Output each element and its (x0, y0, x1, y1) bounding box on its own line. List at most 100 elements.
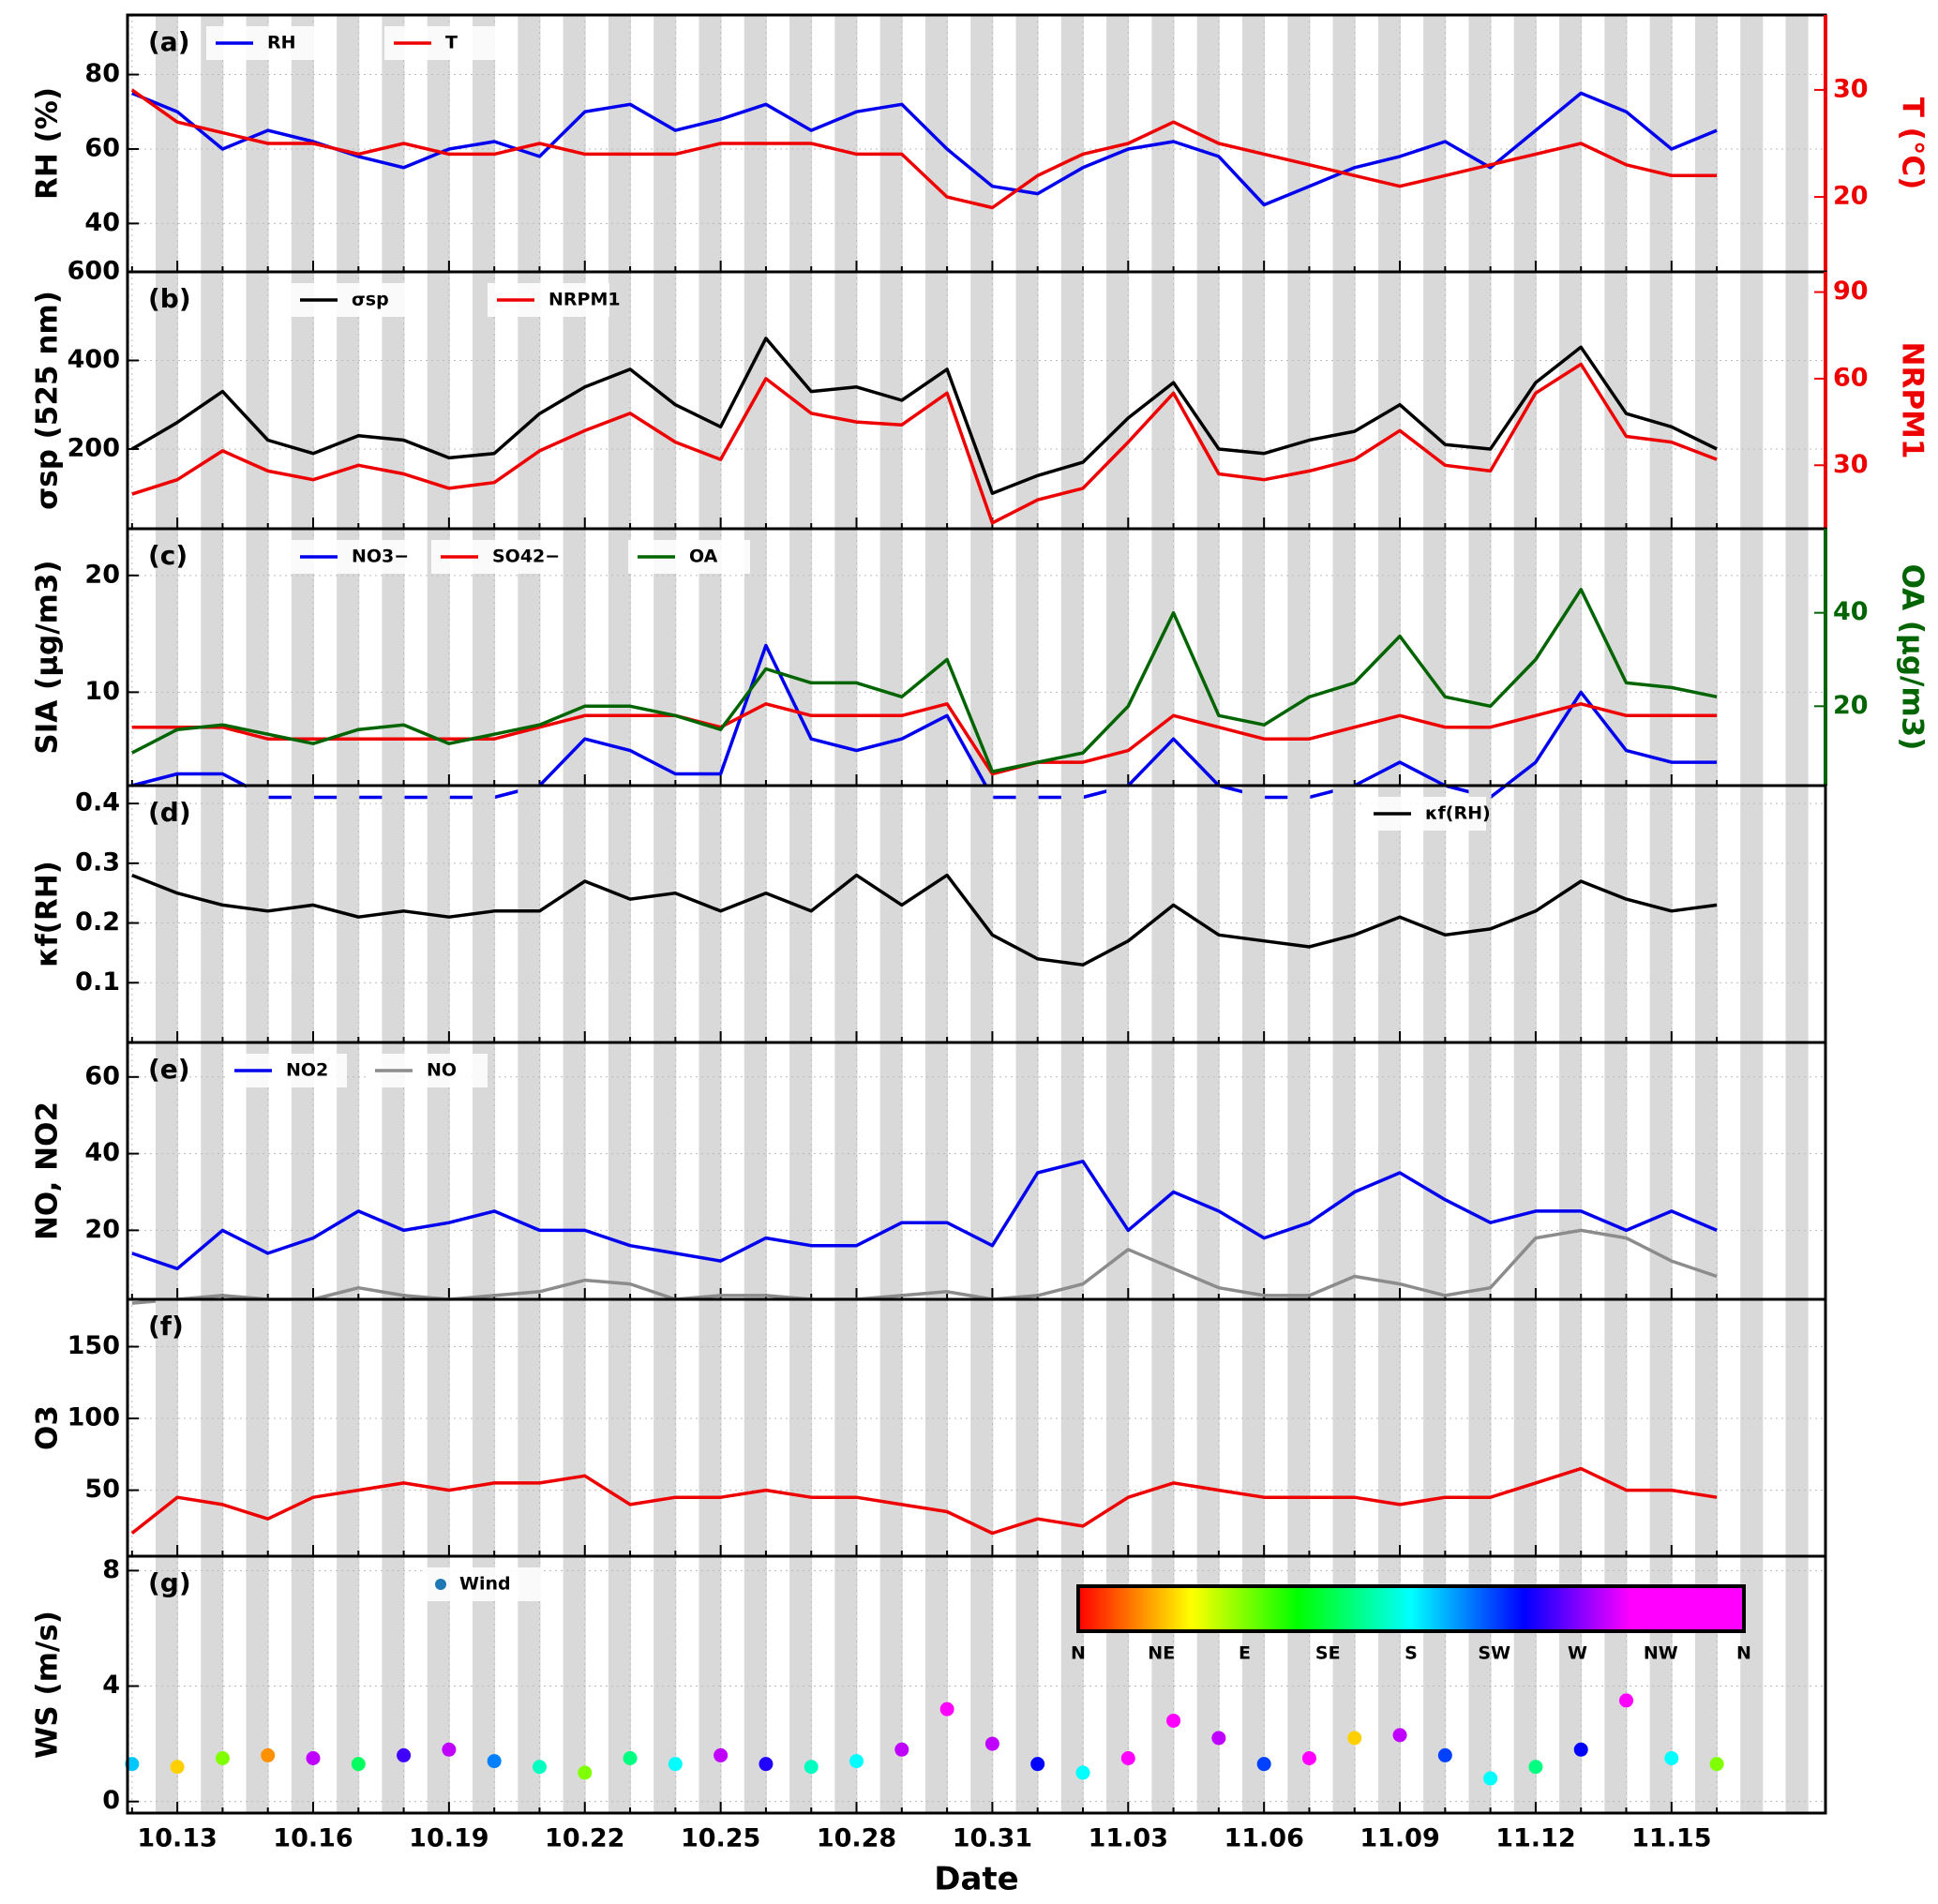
series-line (131, 1160, 1718, 1271)
night-band (970, 1042, 994, 1299)
night-band (518, 786, 541, 1042)
night-band (563, 15, 586, 272)
legend-label: RH (267, 33, 296, 53)
y-tick-label: 400 (68, 345, 120, 374)
night-band (1785, 1299, 1809, 1556)
legend-label: σsp (352, 290, 389, 310)
night-band (1604, 1042, 1628, 1299)
night-band (337, 15, 360, 272)
wind-point (1573, 1742, 1588, 1757)
night-band (201, 1042, 224, 1299)
legend-label: κf(RH) (1425, 803, 1491, 824)
night-band (879, 529, 903, 786)
night-band (472, 1299, 496, 1556)
y-axis-label: κf(RH) (31, 861, 65, 967)
night-band (924, 1556, 949, 1813)
wind-point (849, 1754, 864, 1769)
night-band (1740, 529, 1764, 786)
y-tick-label: 0.3 (75, 847, 120, 877)
night-band (789, 1299, 813, 1556)
night-band (1196, 1042, 1220, 1299)
night-band (699, 786, 722, 1042)
y-tick-label: 60 (84, 133, 120, 162)
night-band (1740, 1299, 1764, 1556)
series-line (130, 588, 1718, 773)
y-axis-label: O3 (31, 1405, 65, 1450)
y-tick-label: 4 (102, 1671, 120, 1700)
wind-point (351, 1757, 366, 1772)
night-band (1559, 529, 1583, 786)
night-band (789, 1556, 813, 1813)
night-band (201, 1556, 224, 1813)
night-band (1694, 15, 1719, 272)
wind-point (442, 1742, 457, 1757)
wind-point (1075, 1765, 1090, 1780)
night-band (201, 786, 224, 1042)
y-axis-label: RH (%) (31, 87, 65, 200)
wind-point (170, 1760, 185, 1775)
wind-point (939, 1702, 954, 1717)
x-tick-label: 10.25 (681, 1824, 760, 1853)
x-tick-label: 11.09 (1360, 1824, 1439, 1853)
colorbar-label: W (1568, 1643, 1587, 1664)
x-axis-label: Date (934, 1861, 1018, 1898)
night-band (1332, 272, 1356, 529)
wind-point (894, 1742, 909, 1757)
night-band (1196, 786, 1220, 1042)
series-line (131, 873, 1718, 967)
night-band (654, 1042, 677, 1299)
night-band (1241, 786, 1266, 1042)
wind-point (804, 1760, 819, 1775)
y-tick-label: 80 (84, 59, 120, 88)
x-tick-label: 10.28 (817, 1824, 896, 1853)
panel-label: (g) (148, 1567, 191, 1598)
night-band (518, 1042, 541, 1299)
y-tick-label: 10 (84, 677, 120, 706)
series-line (131, 1228, 1718, 1305)
night-band (1604, 529, 1628, 786)
night-band (834, 272, 858, 529)
night-band (1423, 1042, 1447, 1299)
y2-tick-label: 90 (1833, 277, 1869, 306)
night-band (699, 272, 722, 529)
wind-point (1211, 1731, 1226, 1746)
night-band (1785, 529, 1809, 786)
night-band (834, 529, 858, 786)
night-band (1694, 529, 1719, 786)
y-tick-label: 40 (84, 208, 120, 237)
wind-point (1619, 1693, 1634, 1708)
x-tick-label: 11.12 (1495, 1824, 1575, 1853)
colorbar-label: NW (1644, 1643, 1678, 1664)
wind-point (1256, 1757, 1271, 1772)
night-band (608, 15, 632, 272)
night-band (201, 1299, 224, 1556)
night-band (1332, 1042, 1356, 1299)
night-band (1106, 272, 1130, 529)
y2-tick-label: 20 (1833, 691, 1869, 720)
y-axis-label: WS (m/s) (31, 1611, 65, 1759)
night-band (1015, 1299, 1039, 1556)
y-axis-label: NO, NO2 (31, 1102, 65, 1240)
wind-point (668, 1757, 683, 1772)
x-tick-label: 10.16 (273, 1824, 353, 1853)
night-band (1377, 529, 1402, 786)
night-band (1785, 15, 1809, 272)
series-line (131, 362, 1718, 525)
legend-label: NO3− (352, 547, 409, 567)
panel: 50 100 150 (f) O3 (31, 1297, 1827, 1558)
wind-point (1120, 1751, 1135, 1766)
night-band (1649, 1299, 1673, 1556)
legend-label: Wind (459, 1574, 511, 1595)
night-band (1241, 529, 1266, 786)
x-tick-label: 11.15 (1631, 1824, 1711, 1853)
night-band (879, 1556, 903, 1813)
wind-point (532, 1760, 547, 1775)
night-band (834, 1042, 858, 1299)
panel: 20 40 60 NO2 NO (e) NO, NO2 (31, 1041, 1827, 1305)
night-band (1785, 272, 1809, 529)
night-band (654, 15, 677, 272)
night-band (1740, 272, 1764, 529)
legend-label: NRPM1 (548, 290, 621, 310)
legend-label: T (445, 33, 458, 53)
night-band (879, 1042, 903, 1299)
